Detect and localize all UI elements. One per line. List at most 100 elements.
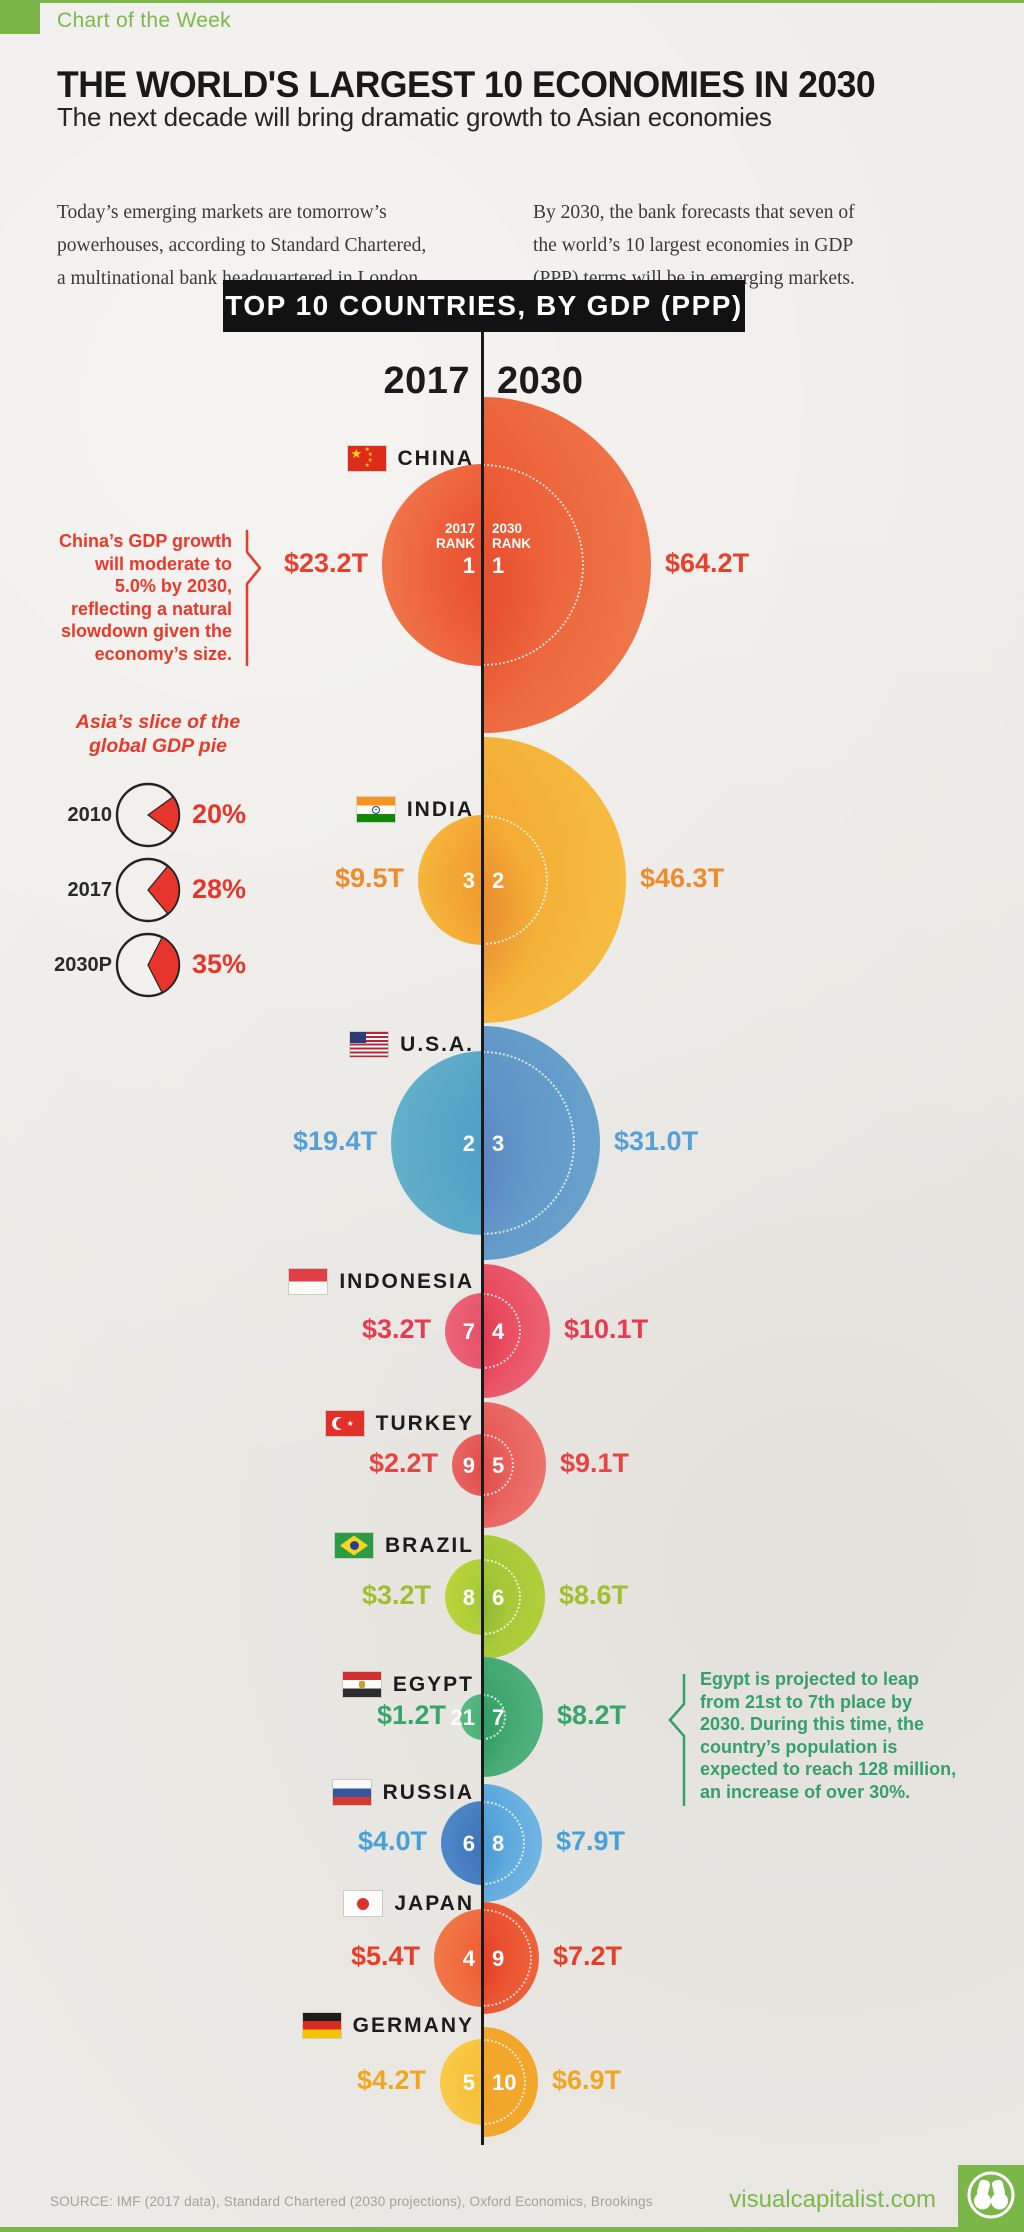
country-label-russia: RUSSIA [332,1780,474,1805]
rank-caption-2030: 2030 RANK [492,521,531,551]
pie-year-label-2030P: 2030P [54,954,112,976]
gdp-2017-japan: $5.4T [350,1941,420,1971]
country-name-indonesia: INDONESIA [339,1269,474,1293]
country-label-brazil: BRAZIL [335,1533,474,1558]
rank-2030-japan: 9 [492,1946,505,1971]
gdp-2017-russia: $4.0T [357,1826,427,1856]
gdp-2030-indonesia: $10.1T [564,1314,649,1344]
flag-indonesia-icon [289,1269,328,1294]
gdp-2030-india: $46.3T [640,863,725,893]
country-name-brazil: BRAZIL [385,1533,474,1557]
rank-2030-china: 1 [492,553,505,578]
country-name-china: CHINA [397,446,474,470]
gdp-2030-germany: $6.9T [552,2065,622,2095]
country-label-india: INDIA [356,797,474,822]
rank-2017-china: 1 [462,553,475,578]
chart-title-banner: TOP 10 COUNTRIES, BY GDP (PPP) [223,280,745,332]
pie-percent-2010: 20% [192,799,247,829]
rank-2017-india: 3 [462,868,475,893]
flag-brazil-icon [335,1533,373,1558]
country-label-egypt: EGYPT [342,1672,474,1697]
column-header-2017: 2017 [383,360,470,402]
country-name-india: INDIA [406,797,474,821]
top-accent-strip [0,0,1024,3]
country-label-turkey: ★ TURKEY [325,1411,474,1436]
country-name-russia: RUSSIA [382,1780,474,1804]
rank-caption-2017: 2017 RANK [436,521,475,551]
pie-chart-2010 [113,780,183,855]
pie-year-label-2010: 2010 [67,804,113,826]
country-label-japan: JAPAN [344,1891,474,1916]
rank-2030-brazil: 6 [492,1585,505,1610]
gdp-2017-china: $23.2T [283,548,368,578]
china-annotation-bracket [245,530,262,666]
gdp-2017-brazil: $3.2T [361,1580,431,1610]
gdp-2017-germany: $4.2T [356,2065,426,2095]
pie-percent-2017: 28% [192,874,247,904]
gdp-2030-egypt: $8.2T [557,1700,627,1730]
page-subtitle: The next decade will bring dramatic grow… [57,102,772,132]
gdp-2030-brazil: $8.6T [559,1580,629,1610]
flag-china-icon: ★ ★ ★ ★ ★ [347,446,386,471]
country-name-japan: JAPAN [394,1891,474,1915]
rank-2030-russia: 8 [492,1831,505,1856]
flag-germany-icon [302,2013,341,2038]
gdp-2030-china: $64.2T [665,548,750,578]
rank-2030-usa: 3 [492,1131,505,1156]
rank-2017-germany: 5 [462,2070,475,2095]
rank-2017-egypt: 21 [450,1705,475,1730]
visualcapitalist-logo [958,2165,1024,2227]
country-name-egypt: EGYPT [392,1672,474,1696]
rank-2017-japan: 4 [462,1946,475,1971]
rank-2030-turkey: 5 [492,1453,505,1478]
source-credit: SOURCE: IMF (2017 data), Standard Charte… [50,2194,653,2209]
gdp-2030-turkey: $9.1T [560,1448,630,1478]
rank-2030-india: 2 [492,868,505,893]
pie-chart-2030P [113,930,183,1005]
rank-2030-indonesia: 4 [492,1319,505,1344]
country-label-indonesia: INDONESIA [289,1269,474,1294]
flag-turkey-icon: ★ [325,1411,364,1436]
visualcapitalist-link[interactable]: visualcapitalist.com [729,2186,936,2213]
column-header-2030: 2030 [497,360,584,402]
gdp-2017-usa: $19.4T [292,1126,377,1156]
gdp-2017-indonesia: $3.2T [361,1314,431,1344]
rank-2030-egypt: 7 [492,1705,505,1730]
flag-russia-icon [332,1780,371,1805]
binoculars-icon [967,2171,1015,2219]
badge-square [0,3,40,34]
country-label-germany: GERMANY [302,2013,474,2038]
pie-year-label-2017: 2017 [67,879,113,901]
rank-2030-germany: 10 [492,2070,517,2095]
flag-japan-icon [344,1891,383,1916]
flag-egypt-icon [342,1672,381,1697]
flag-usa-icon [350,1032,389,1057]
pie-percent-2030P: 35% [192,949,247,979]
gdp-2017-egypt: $1.2T [376,1700,446,1730]
country-name-germany: GERMANY [352,2013,474,2037]
country-name-usa: U.S.A. [400,1032,474,1056]
bubble-2017-egypt [460,1694,483,1740]
rank-2017-brazil: 8 [462,1585,475,1610]
rank-2017-indonesia: 7 [462,1319,475,1344]
egypt-annotation-bracket [668,1674,686,1806]
country-label-china: ★ ★ ★ ★ ★ CHINA [347,446,475,471]
bottom-accent-strip [0,2227,1024,2232]
rank-2017-turkey: 9 [462,1453,475,1478]
gdp-2030-russia: $7.9T [556,1826,626,1856]
gdp-2017-turkey: $2.2T [368,1448,438,1478]
gdp-2017-india: $9.5T [334,863,404,893]
page-title: THE WORLD'S LARGEST 10 ECONOMIES IN 2030 [57,64,876,105]
asia-pie-title: Asia’s slice of the global GDP pie [75,711,241,757]
timeline-divider [481,332,484,2145]
china-annotation: China’s GDP growth will moderate to 5.0%… [58,531,232,664]
badge-label: Chart of the Week [57,9,231,32]
egypt-annotation: Egypt is projected to leap from 21st to … [700,1669,957,1802]
intro-paragraph-right: By 2030, the bank forecasts that seven o… [533,202,855,289]
country-label-usa: U.S.A. [350,1032,474,1057]
rank-2017-usa: 2 [462,1131,475,1156]
gdp-2030-japan: $7.2T [553,1941,623,1971]
gdp-2030-usa: $31.0T [614,1126,699,1156]
rank-2017-russia: 6 [462,1831,475,1856]
